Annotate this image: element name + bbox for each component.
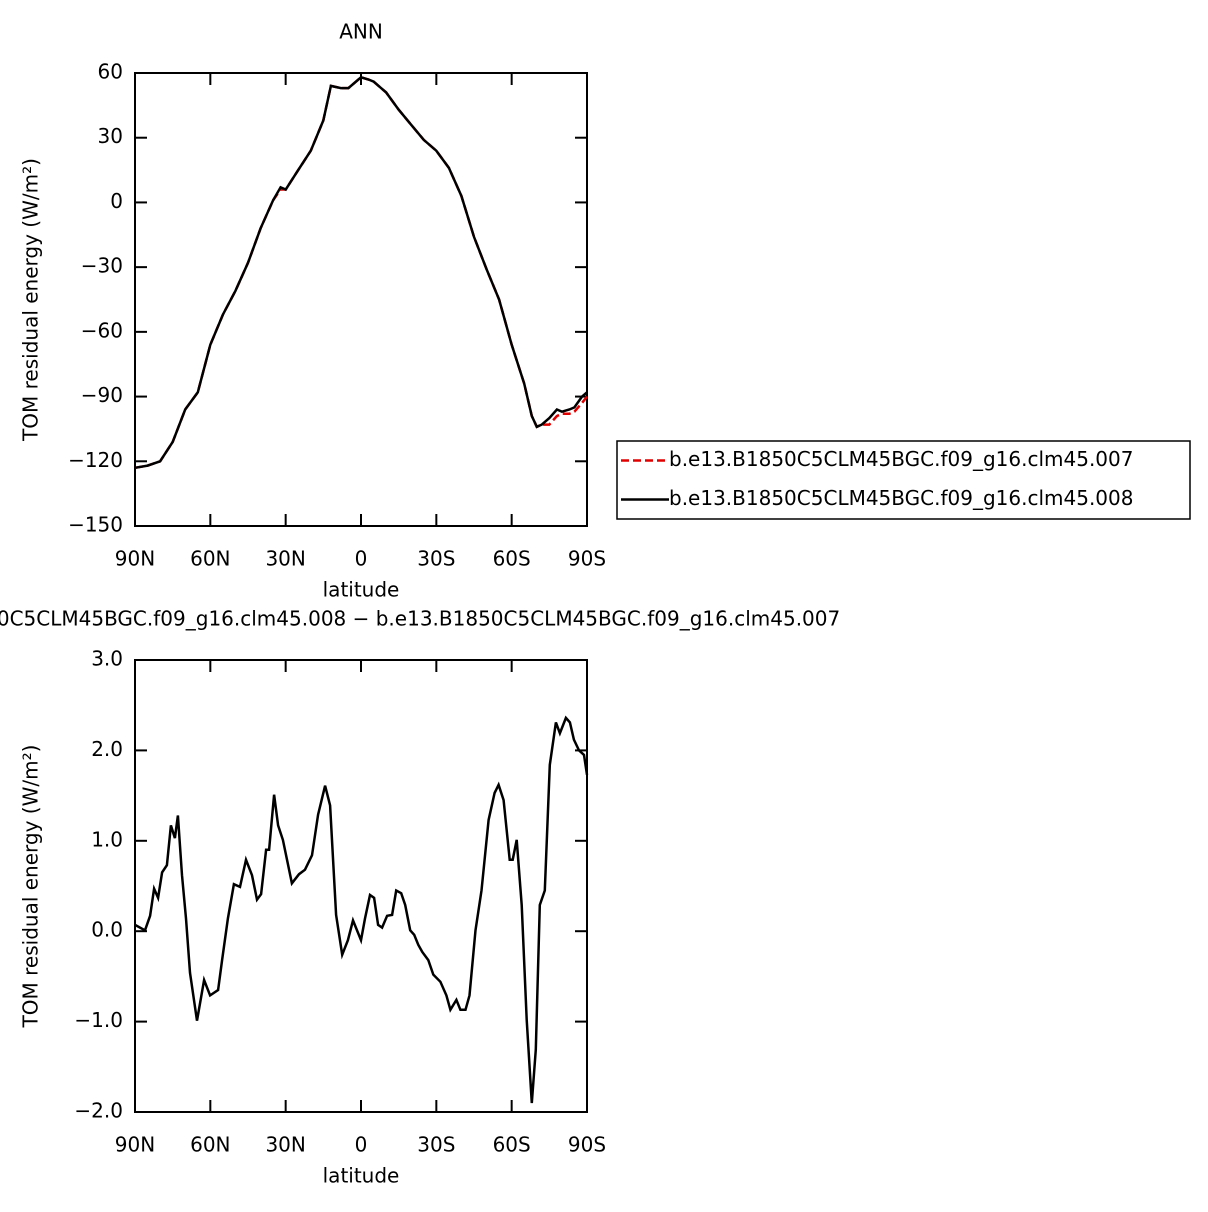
y-tick-label: 1.0: [91, 827, 123, 851]
x-tick-label: 60S: [493, 1133, 531, 1157]
data-line: [134, 715, 589, 1104]
legend-label: b.e13.B1850C5CLM45BGC.f09_g16.clm45.008: [669, 486, 1133, 510]
x-axis-label: latitude: [323, 578, 400, 602]
y-tick-label: 60: [98, 60, 123, 84]
x-tick-label: 60S: [493, 547, 531, 571]
x-tick-label: 30N: [265, 1133, 305, 1157]
y-tick-label: −90: [81, 383, 123, 407]
x-tick-label: 90N: [115, 1133, 155, 1157]
y-tick-label: −2.0: [74, 1099, 123, 1123]
y-tick-label: −1.0: [74, 1008, 123, 1032]
x-tick-label: 30S: [417, 1133, 455, 1157]
y-tick-label: 2.0: [91, 737, 123, 761]
y-axis-label: TOM residual energy (W/m²): [19, 158, 43, 442]
plot-frame: [134, 659, 588, 1113]
x-tick-label: 90N: [115, 547, 155, 571]
x-tick-label: 0: [355, 547, 368, 571]
x-tick-label: 60N: [190, 547, 230, 571]
x-tick-label: 90S: [568, 1133, 606, 1157]
plot-frame: [134, 72, 588, 527]
y-tick-label: −150: [68, 513, 123, 537]
y-tick-label: 0: [110, 189, 123, 213]
legend-box: [616, 440, 1191, 520]
y-tick-label: 30: [98, 124, 123, 148]
x-tick-label: 90S: [568, 547, 606, 571]
chart-title: b.e13.B1850C5CLM45BGC.f09_g16.clm45.008 …: [0, 607, 840, 631]
data-line: [134, 75, 588, 470]
y-tick-label: 0.0: [91, 918, 123, 942]
y-tick-label: −60: [81, 318, 123, 342]
x-tick-label: 60N: [190, 1133, 230, 1157]
y-tick-label: 3.0: [91, 647, 123, 671]
y-axis-label: TOM residual energy (W/m²): [19, 745, 43, 1029]
legend-label: b.e13.B1850C5CLM45BGC.f09_g16.clm45.007: [669, 447, 1133, 471]
x-axis-label: latitude: [323, 1164, 400, 1188]
x-tick-label: 0: [355, 1133, 368, 1157]
data-line: [134, 75, 588, 470]
x-tick-label: 30S: [417, 547, 455, 571]
chart-title: ANN: [339, 20, 383, 44]
y-tick-label: −30: [81, 254, 123, 278]
x-tick-label: 30N: [265, 547, 305, 571]
y-tick-label: −120: [68, 448, 123, 472]
